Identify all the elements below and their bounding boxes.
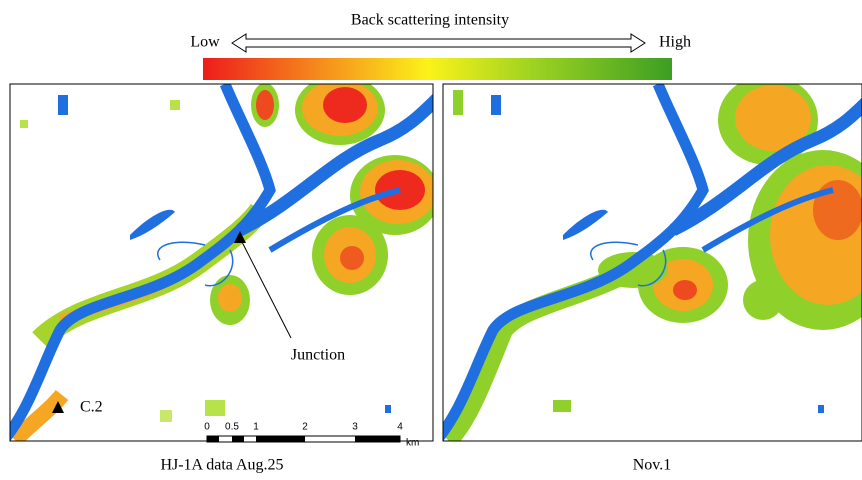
map-right (433, 75, 862, 445)
legend-title: Back scattering intensity (351, 12, 509, 29)
figure: Back scattering intensity Low High (0, 0, 862, 480)
scale-tick-label: 0.5 (225, 422, 239, 433)
scale-tick-label: 1 (253, 422, 259, 433)
scale-tick-label: 2 (302, 422, 308, 433)
scale-tick-label: 0 (204, 422, 210, 433)
scale-tick-label: 3 (352, 422, 358, 433)
legend-high: High (659, 34, 691, 51)
legend-arrow (232, 34, 645, 52)
scale-tick-label: 4 (397, 422, 403, 433)
annotation: Junction (291, 347, 345, 364)
colorbar (203, 58, 672, 80)
panel-caption: Nov.1 (633, 457, 672, 474)
panel-caption: HJ-1A data Aug.25 (160, 457, 283, 474)
annotation: C.2 (80, 399, 103, 416)
map-left (0, 75, 440, 445)
legend-low: Low (190, 34, 220, 51)
scale-unit: km (406, 438, 419, 449)
